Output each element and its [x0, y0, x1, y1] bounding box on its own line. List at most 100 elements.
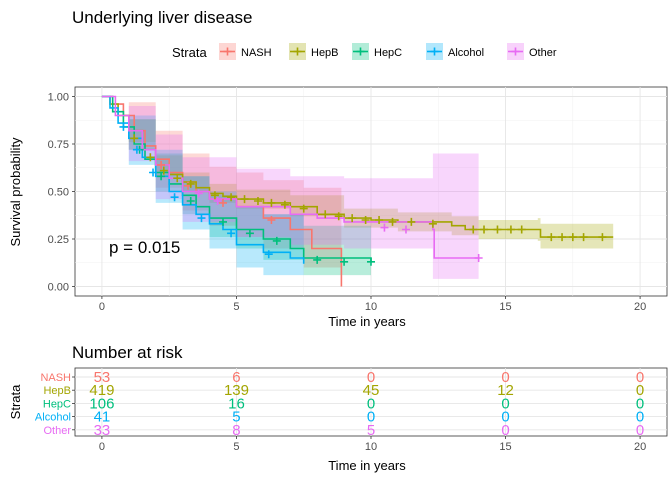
y-tick-label: 0.75	[48, 139, 69, 151]
censor-mark	[130, 134, 139, 143]
censor-mark	[506, 225, 515, 234]
censor-mark	[388, 217, 397, 226]
x-tick-label: 5	[233, 301, 239, 313]
risk-count-cell: 0	[367, 409, 375, 426]
risk-count-cell: 0	[501, 369, 509, 386]
legend-label-alcohol: Alcohol	[448, 47, 484, 59]
risk-count-cell: 0	[636, 395, 644, 412]
risk-table-x-label: Time in years	[328, 458, 406, 473]
risk-count-cell: 45	[363, 382, 380, 399]
risk-count-cell: 0	[501, 422, 509, 439]
risk-count-cell: 6	[232, 369, 240, 386]
censor-mark	[240, 195, 249, 204]
censor-mark	[299, 204, 308, 213]
censor-mark	[264, 250, 273, 259]
y-axis-label: Survival probability	[8, 137, 23, 247]
censor-mark	[157, 160, 166, 169]
censor-mark	[159, 166, 168, 175]
legend-key-censor	[293, 47, 302, 56]
censor-mark	[170, 193, 179, 202]
censor-mark	[407, 217, 416, 226]
censor-mark	[348, 214, 357, 223]
censor-mark	[210, 191, 219, 200]
censor-mark	[219, 198, 227, 207]
risk-x-tick-label: 0	[99, 441, 105, 453]
censor-mark	[227, 193, 236, 202]
risk-count-cell: 139	[224, 382, 249, 399]
risk-table-y-label: Strata	[8, 384, 23, 419]
y-tick-label: 0.25	[48, 234, 69, 246]
censor-mark	[579, 233, 588, 242]
risk-count-cell: 12	[497, 382, 514, 399]
censor-mark	[149, 168, 158, 177]
risk-count-cell: 8	[232, 422, 240, 439]
censor-mark	[119, 122, 128, 131]
censor-mark	[480, 225, 489, 234]
risk-count-cell: 0	[367, 369, 375, 386]
censor-mark	[340, 257, 349, 266]
y-tick-label: 0.50	[48, 187, 69, 199]
x-tick-label: 20	[634, 301, 646, 313]
risk-x-tick-label: 15	[499, 441, 511, 453]
risk-count-cell: 0	[636, 382, 644, 399]
risk-count-cell: 33	[94, 422, 111, 439]
ci-band-hepc	[101, 96, 372, 281]
censor-mark	[157, 172, 166, 181]
censor-mark	[267, 198, 276, 207]
legend-key-censor	[430, 47, 439, 56]
censor-mark	[245, 229, 254, 238]
censor-mark	[186, 197, 195, 205]
x-tick-label: 0	[99, 301, 105, 313]
ci-band-other	[101, 96, 479, 279]
risk-table-title: Number at risk	[72, 343, 183, 362]
censor-mark	[598, 233, 607, 242]
y-tick-label: 1.00	[48, 92, 69, 104]
legend-key-censor	[511, 47, 520, 56]
risk-count-cell: 53	[94, 369, 111, 386]
risk-count-cell: 0	[367, 395, 375, 412]
censor-mark	[401, 225, 410, 234]
risk-count-cell: 0	[636, 369, 644, 386]
risk-row-label-hepc: HepC	[43, 398, 71, 410]
risk-count-cell: 106	[89, 395, 114, 412]
censor-mark	[367, 257, 375, 266]
risk-x-tick-label: 20	[634, 441, 646, 453]
legend-label-other: Other	[529, 47, 557, 59]
censor-mark	[186, 179, 195, 188]
p-value-annotation: p = 0.015	[109, 238, 180, 257]
survival-line-alcohol	[101, 95, 305, 264]
y-tick-label: 0.00	[48, 282, 69, 294]
censor-mark	[267, 216, 276, 224]
risk-count-cell: 0	[501, 409, 509, 426]
risk-x-tick-label: 5	[233, 441, 239, 453]
risk-row-label-other: Other	[43, 425, 71, 437]
censor-mark	[321, 210, 330, 219]
legend-label-hepb: HepB	[311, 47, 339, 59]
risk-x-tick-label: 10	[365, 441, 377, 453]
legend-title: Strata	[172, 45, 207, 60]
censor-mark	[547, 233, 556, 242]
censor-mark	[428, 219, 437, 228]
risk-row-label-nash: NASH	[40, 372, 71, 384]
censor-mark	[253, 197, 262, 205]
legend-key-censor	[356, 47, 365, 56]
censor-mark	[213, 197, 222, 205]
censor-mark	[146, 153, 155, 162]
plot-title: Underlying liver disease	[72, 8, 252, 27]
censor-mark	[132, 145, 141, 154]
risk-count-cell: 41	[94, 409, 111, 426]
censor-mark	[173, 174, 182, 183]
risk-count-cell: 419	[89, 382, 114, 399]
risk-count-cell: 16	[228, 395, 245, 412]
censor-mark	[313, 255, 322, 264]
risk-count-cell: 0	[636, 422, 644, 439]
legend-key-censor	[223, 47, 232, 56]
censor-mark	[558, 233, 567, 242]
censor-mark	[272, 236, 281, 245]
x-tick-label: 15	[499, 301, 511, 313]
censor-mark	[219, 217, 227, 226]
censor-mark	[474, 254, 483, 262]
survival-plot-panel	[74, 86, 668, 297]
